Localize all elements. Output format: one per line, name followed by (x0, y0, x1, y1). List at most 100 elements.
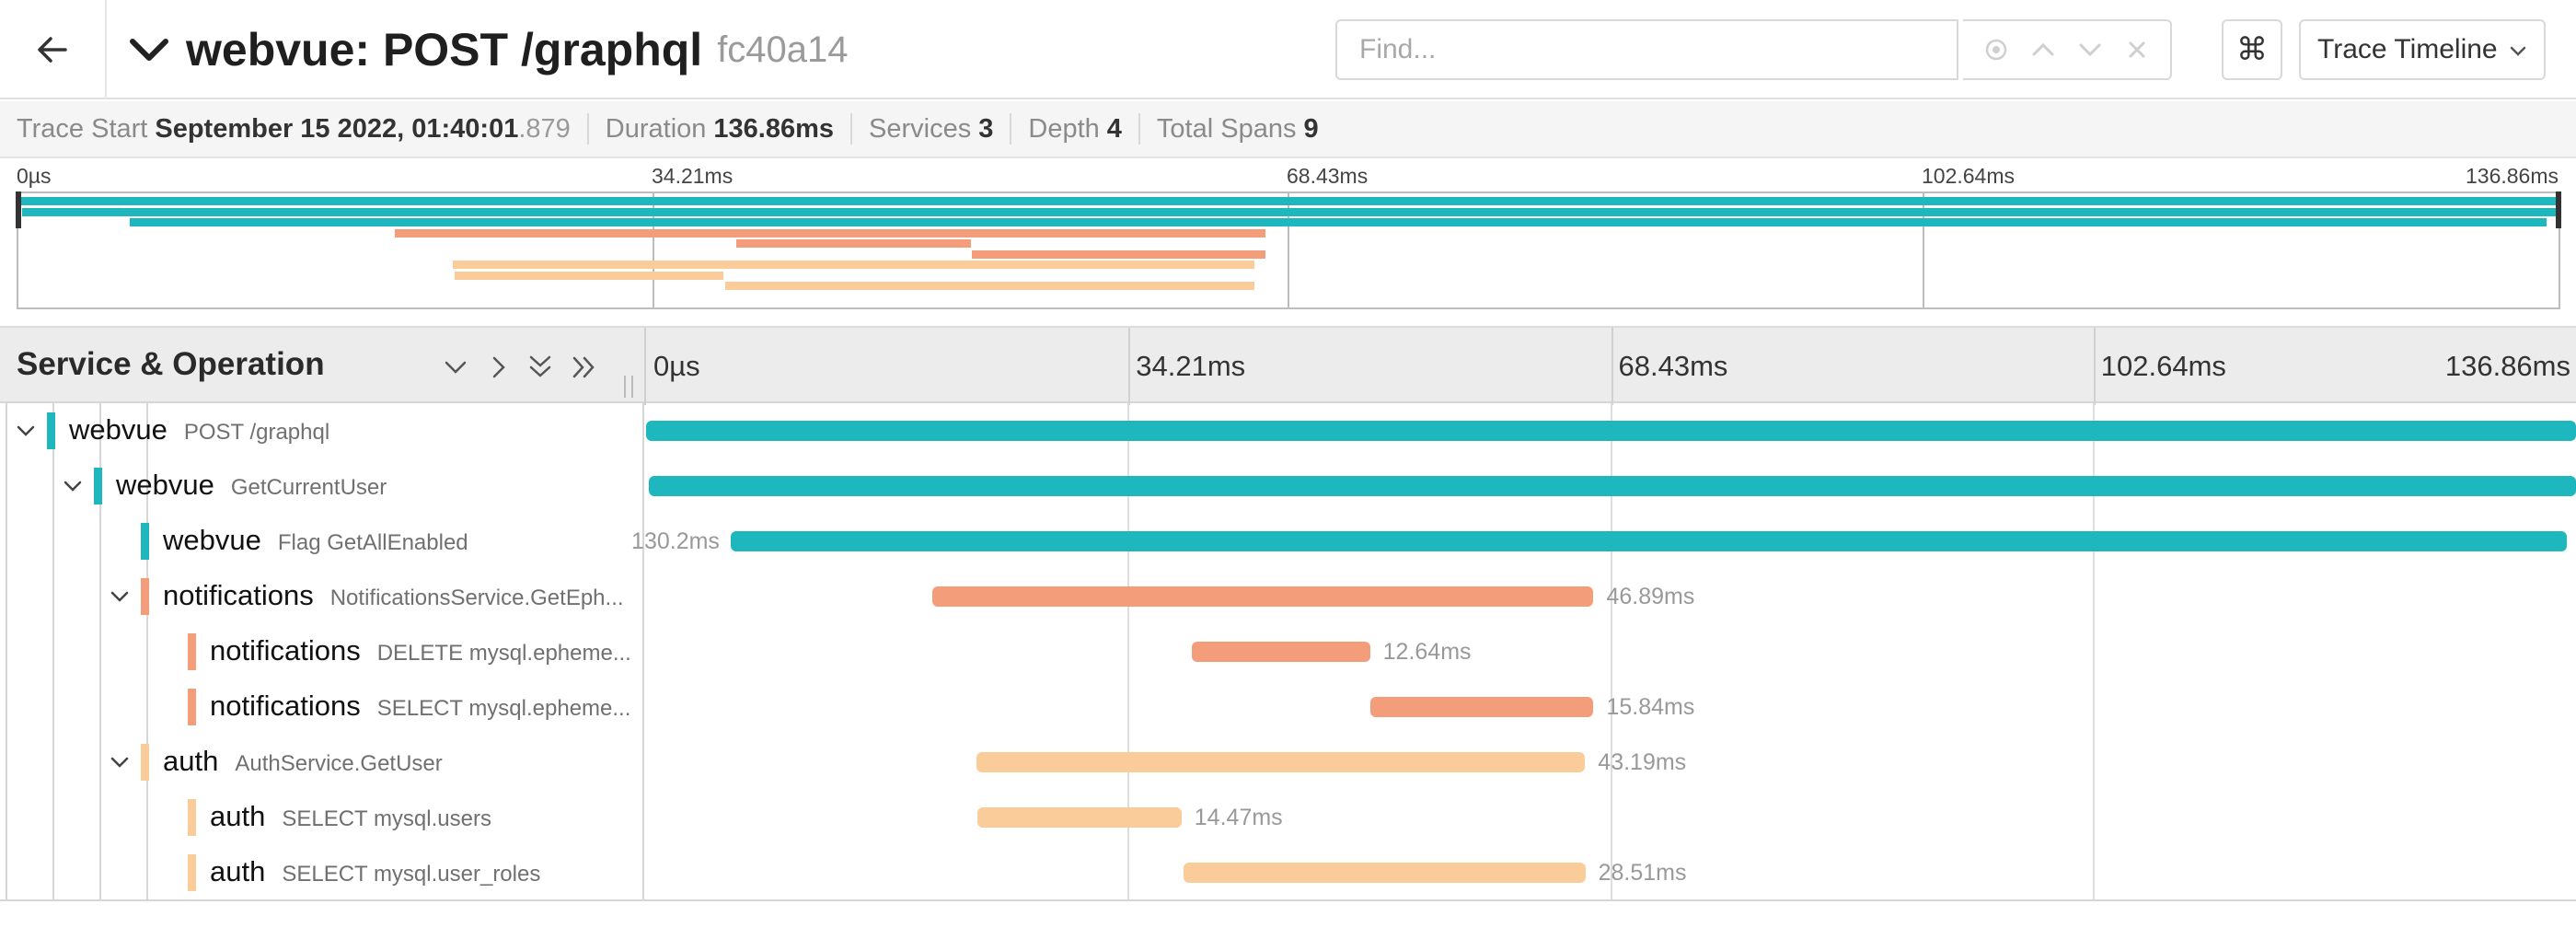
minimap-range-start-handle[interactable] (16, 191, 21, 228)
timeline-header: Service & Operation 0µs 34.21ms 68.43ms 102… (0, 326, 2576, 405)
span-row[interactable]: auth SELECT mysql.user_roles (0, 845, 644, 900)
span-label: webvue Flag GetAllEnabled (163, 524, 635, 557)
operation-name: POST /graphql (183, 420, 330, 445)
span-bar[interactable] (977, 807, 1182, 828)
collapse-one-icon[interactable] (440, 352, 471, 383)
trace-duration: Duration 136.86ms (606, 114, 834, 145)
operation-name: Flag GetAllEnabled (277, 530, 468, 555)
trace-start-label: Trace Start (17, 113, 148, 144)
timeline-tick-line (1611, 328, 1613, 405)
service-name: notifications (210, 690, 361, 722)
trace-id: fc40a14 (717, 29, 849, 70)
separator (850, 113, 853, 145)
span-bar[interactable] (1191, 642, 1370, 662)
timeline-tick-label: 34.21ms (1136, 350, 1246, 382)
back-button[interactable] (0, 0, 107, 99)
span-bar[interactable] (976, 752, 1586, 772)
span-bar[interactable] (1183, 863, 1586, 883)
operation-name: GetCurrentUser (230, 475, 387, 500)
timeline-grid-line (1610, 403, 1612, 900)
close-icon[interactable] (2120, 33, 2154, 66)
minimap-span-bar (129, 218, 2547, 226)
chevron-down-icon[interactable] (15, 420, 37, 442)
separator (586, 113, 589, 145)
service-name: webvue (163, 524, 261, 556)
expand-all-icon[interactable] (569, 352, 600, 383)
minimap-span-bar (395, 228, 1265, 238)
operation-name: SELECT mysql.epheme... (376, 696, 631, 721)
minimap-canvas[interactable] (16, 191, 2561, 309)
span-timeline-row[interactable]: 130.2ms (631, 514, 2576, 569)
minimap-grid-line (1288, 193, 1289, 307)
span-bar[interactable] (730, 531, 2567, 551)
trace-title-toggle[interactable]: webvue: POST /graphql fc40a14 (125, 20, 849, 79)
view-selector[interactable]: Trace Timeline (2299, 19, 2546, 80)
span-timeline-row[interactable]: 15.84ms (646, 679, 2576, 735)
minimap-span-bar (18, 197, 2559, 205)
span-timeline-row[interactable]: 46.89ms (646, 569, 2576, 624)
span-bar[interactable] (649, 476, 2576, 496)
column-resizer[interactable] (624, 376, 633, 398)
trace-start: Trace Start September 15 2022, 01:40:01.… (17, 114, 571, 145)
chevron-down-icon[interactable] (62, 475, 84, 497)
collapse-all-icon[interactable] (525, 352, 556, 383)
span-duration-label: 43.19ms (1598, 749, 1687, 775)
span-rows: webvue POST /graphql webvue GetCurrentUser w… (0, 403, 2576, 900)
span-bar[interactable] (646, 421, 2576, 441)
chevron-down-icon[interactable] (109, 751, 131, 773)
span-row[interactable]: auth AuthService.GetUser (0, 735, 644, 790)
chevron-down-icon[interactable] (2074, 33, 2107, 66)
span-timeline-row[interactable]: 43.19ms (646, 735, 2576, 790)
service-name: notifications (163, 579, 314, 611)
separator (1138, 113, 1140, 145)
service-name: notifications (210, 634, 361, 667)
trace-services: Services 3 (869, 114, 993, 145)
span-label: notifications DELETE mysql.epheme... (210, 634, 635, 667)
service-color-marker (141, 523, 149, 560)
chevron-down-icon (130, 39, 168, 61)
service-color-marker (141, 744, 149, 781)
minimap-grid-line (653, 193, 654, 307)
span-timeline-row[interactable]: 28.51ms (646, 845, 2576, 900)
span-duration-label: 28.51ms (1598, 860, 1687, 886)
minimap-range-end-handle[interactable] (2556, 191, 2561, 228)
timeline-tick-label: 102.64ms (2100, 350, 2226, 382)
trace-total-spans: Total Spans 9 (1157, 114, 1319, 145)
span-row[interactable]: notifications NotificationsService.GetEph… (0, 569, 644, 624)
find-input[interactable] (1337, 21, 1957, 78)
chevron-down-icon[interactable] (109, 585, 131, 608)
timeline-tick-label: 68.43ms (1618, 350, 1728, 382)
find-box (1335, 19, 1958, 80)
span-timeline-row[interactable]: 12.64ms (646, 624, 2576, 679)
span-row[interactable]: webvue POST /graphql (0, 403, 644, 458)
minimap-span-bar (736, 239, 972, 248)
span-row[interactable]: webvue Flag GetAllEnabled (0, 514, 644, 569)
span-bar[interactable] (1369, 697, 1594, 717)
service-name: webvue (69, 413, 167, 446)
services-value: 3 (978, 113, 994, 144)
span-bar[interactable] (932, 586, 1594, 607)
minimap-span-bar (452, 261, 1254, 269)
trace-summary: Trace Start September 15 2022, 01:40:01.… (0, 101, 2576, 158)
minimap-span-bar (971, 249, 1265, 259)
trace-minimap[interactable]: 0µs 34.21ms 68.43ms 102.64ms 136.86ms (0, 158, 2576, 322)
tree-guide-line (52, 403, 54, 900)
locate-icon[interactable] (1980, 33, 2013, 66)
duration-label: Duration (605, 113, 707, 144)
span-row[interactable]: webvue GetCurrentUser (0, 458, 644, 514)
keyboard-shortcuts-button[interactable]: ⌘ (2222, 19, 2282, 80)
span-row[interactable]: notifications SELECT mysql.epheme... (0, 679, 644, 735)
span-row[interactable]: auth SELECT mysql.users (0, 790, 644, 845)
minimap-tick-label: 34.21ms (652, 164, 734, 188)
column-divider (644, 328, 646, 405)
separator (1010, 113, 1012, 145)
timeline-grid-line (1127, 403, 1130, 900)
service-color-marker (188, 854, 196, 891)
span-duration-label: 46.89ms (1606, 584, 1695, 609)
span-timeline-row[interactable] (646, 403, 2576, 458)
span-timeline-row[interactable]: 14.47ms (646, 790, 2576, 845)
span-timeline-row[interactable] (646, 458, 2576, 514)
span-row[interactable]: notifications DELETE mysql.epheme... (0, 624, 644, 679)
expand-one-icon[interactable] (483, 352, 514, 383)
chevron-up-icon[interactable] (2027, 33, 2060, 66)
